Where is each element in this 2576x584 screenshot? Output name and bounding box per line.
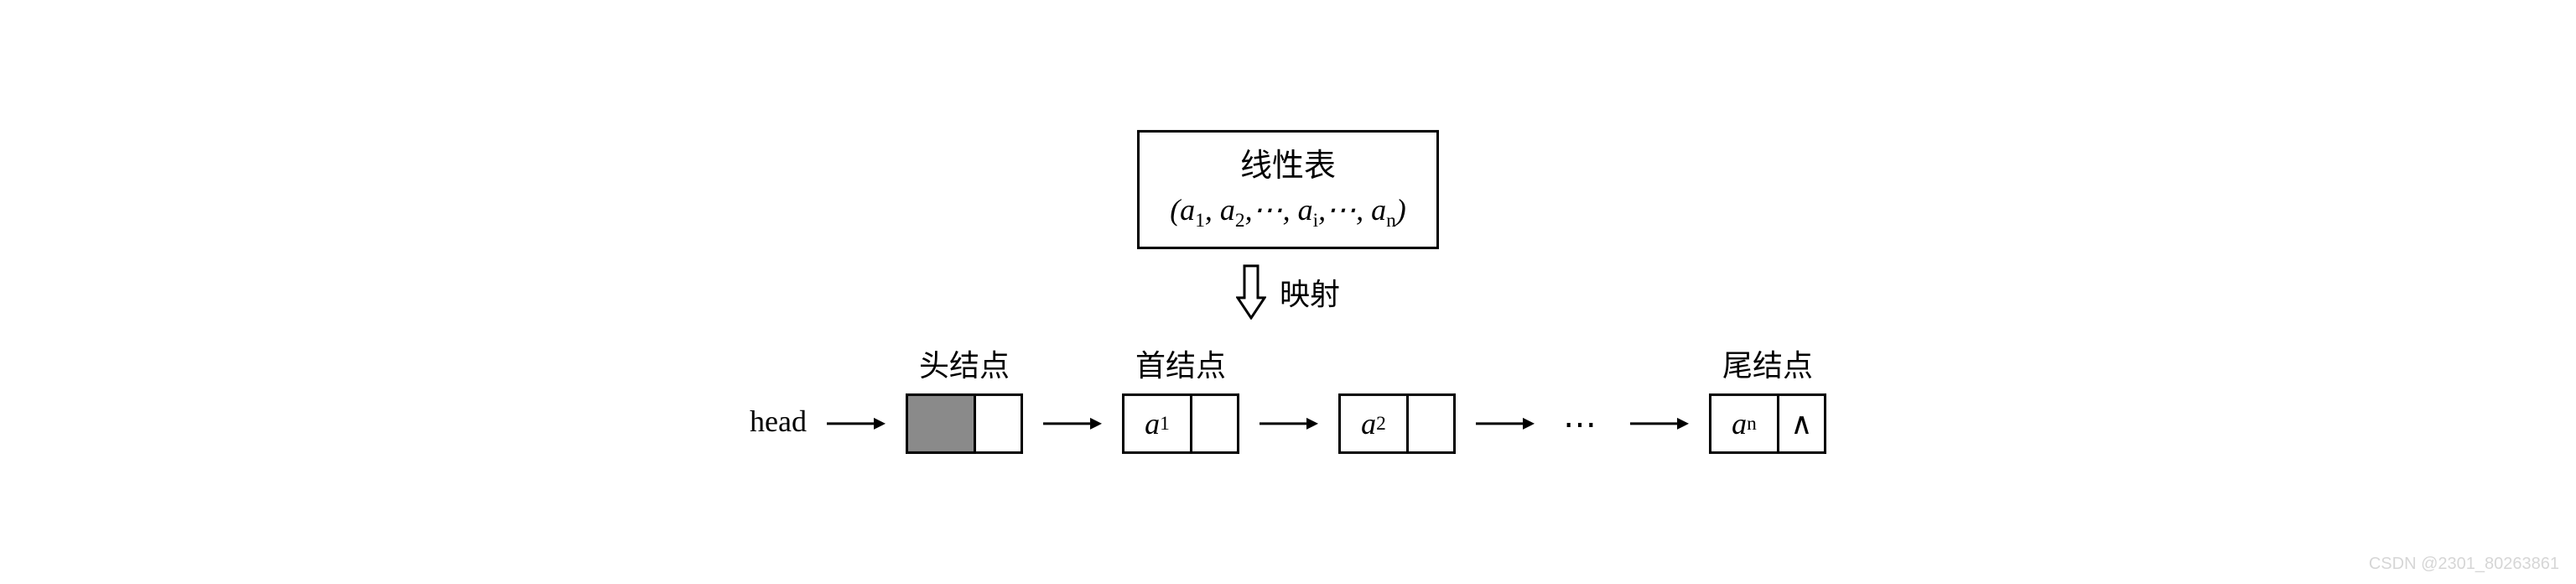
node-data-cell: an (1709, 394, 1779, 454)
first-node: 首结点 a1 (1122, 348, 1239, 454)
linear-list-title: 线性表 (1170, 144, 1406, 189)
first-node-label: 首结点 (1135, 348, 1226, 385)
arrow-icon (827, 394, 886, 454)
arrow-icon (1259, 394, 1318, 454)
node-data-cell: a2 (1338, 394, 1409, 454)
arrow-icon (1630, 394, 1689, 454)
head-node: 头结点 (906, 348, 1023, 454)
node-a2: . a2 (1338, 348, 1456, 454)
head-node-label: 头结点 (919, 348, 1010, 385)
down-arrow-icon (1236, 264, 1266, 320)
linear-list-tuple: (a1, a2,⋯, ai,⋯, an) (1170, 189, 1406, 235)
mapping-label: 映射 (1280, 270, 1340, 314)
head-pointer-label: head (750, 404, 807, 439)
arrow-icon (1476, 394, 1535, 454)
null-ptr-cell: ∧ (1779, 394, 1826, 454)
linked-list-chain: head 头结点 首结点 a1 . (750, 348, 1826, 454)
head-node-ptr-cell (976, 394, 1023, 454)
linear-list-box: 线性表 (a1, a2,⋯, ai,⋯, an) (1137, 130, 1439, 249)
arrow-icon (1043, 394, 1102, 454)
tail-node: 尾结点 an ∧ (1709, 348, 1826, 454)
linked-list-diagram: 线性表 (a1, a2,⋯, ai,⋯, an) 映射 head 头结点 首结点 (750, 130, 1826, 454)
head-node-data-cell (906, 394, 976, 454)
ellipsis: ⋯ (1555, 394, 1610, 454)
mapping-row: 映射 (1236, 264, 1340, 320)
node-data-cell: a1 (1122, 394, 1192, 454)
node-ptr-cell (1192, 394, 1239, 454)
node-ptr-cell (1409, 394, 1456, 454)
watermark-text: CSDN @2301_80263861 (2369, 555, 2559, 574)
tail-node-label: 尾结点 (1722, 348, 1813, 385)
